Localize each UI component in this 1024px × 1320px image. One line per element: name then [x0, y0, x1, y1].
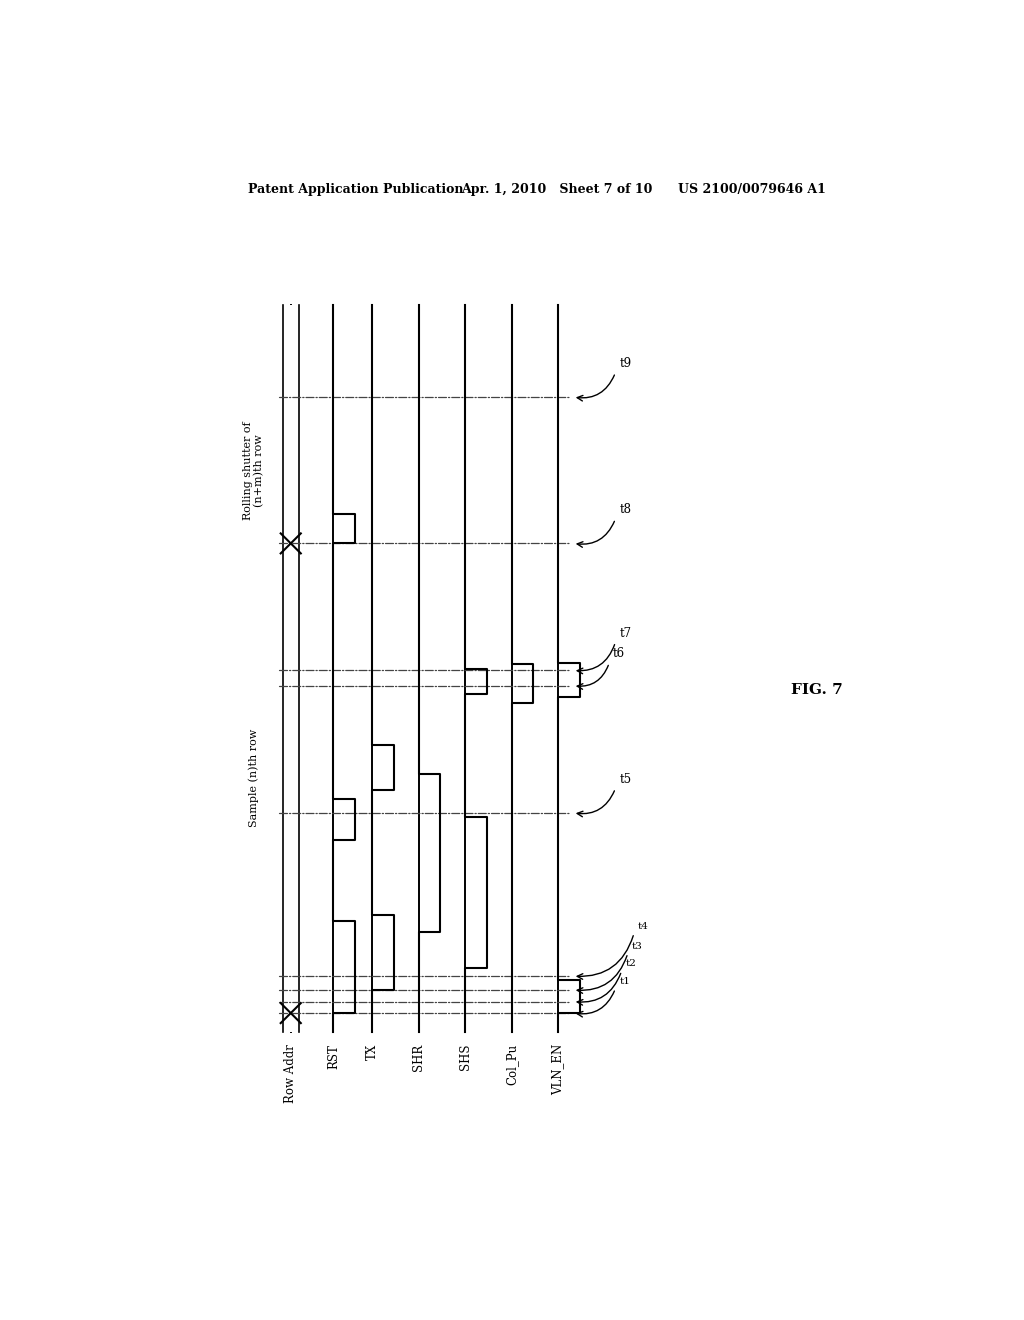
Text: FIG. 7: FIG. 7	[791, 682, 843, 697]
Text: Row Addr: Row Addr	[285, 1044, 297, 1102]
Text: t6: t6	[613, 647, 626, 660]
Text: t7: t7	[620, 627, 632, 640]
Text: TX: TX	[366, 1044, 379, 1060]
Text: t2: t2	[626, 960, 637, 969]
Text: t9: t9	[620, 358, 632, 370]
Text: t1: t1	[620, 977, 630, 986]
Text: t3: t3	[632, 941, 643, 950]
Text: t5: t5	[620, 774, 632, 785]
Text: Apr. 1, 2010   Sheet 7 of 10: Apr. 1, 2010 Sheet 7 of 10	[461, 182, 652, 195]
Text: US 2100/0079646 A1: US 2100/0079646 A1	[678, 182, 826, 195]
Text: Patent Application Publication: Patent Application Publication	[248, 182, 464, 195]
Text: t4: t4	[638, 921, 649, 931]
Text: Col_Pu: Col_Pu	[505, 1044, 518, 1085]
Bar	[283, 305, 299, 1032]
Text: Rolling shutter of
(n+m)th row: Rolling shutter of (n+m)th row	[243, 421, 264, 520]
Text: t8: t8	[620, 503, 632, 516]
Text: RST: RST	[327, 1044, 340, 1069]
Text: Sample (n)th row: Sample (n)th row	[248, 729, 259, 828]
Text: SHR: SHR	[412, 1044, 425, 1071]
Text: SHS: SHS	[459, 1044, 472, 1071]
Text: VLN_EN: VLN_EN	[552, 1044, 564, 1096]
